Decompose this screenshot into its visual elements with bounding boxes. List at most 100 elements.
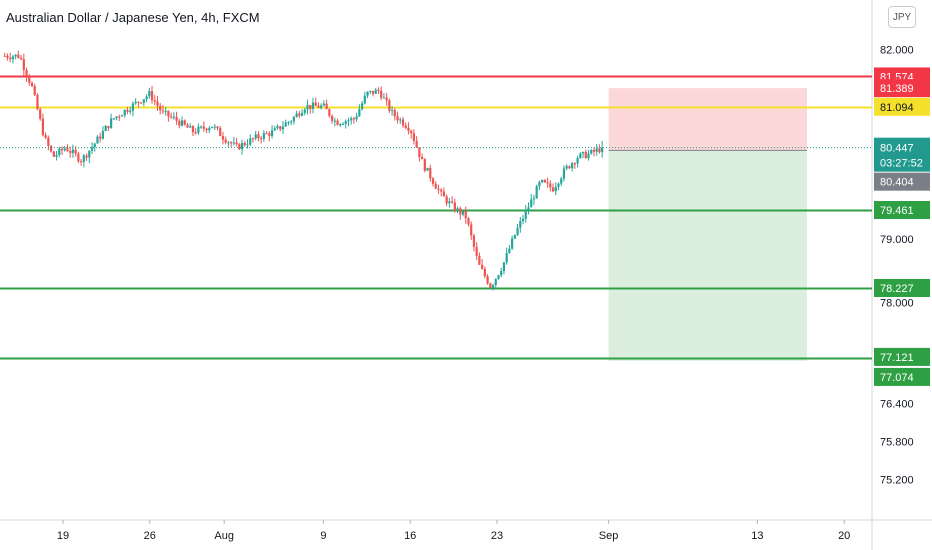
candle-body-201 bbox=[551, 187, 555, 192]
candle-body-142 bbox=[390, 110, 394, 112]
candle-body-7 bbox=[22, 59, 25, 70]
candle-body-40 bbox=[112, 118, 115, 120]
candle-body-12 bbox=[36, 94, 39, 110]
price-label-target-bg bbox=[874, 367, 930, 386]
candle-body-167 bbox=[459, 208, 462, 215]
candle-body-203 bbox=[557, 183, 560, 187]
candle-body-111 bbox=[306, 105, 309, 110]
y-tick-label-3: 76.400 bbox=[880, 398, 914, 410]
candle-body-99 bbox=[273, 128, 276, 131]
candle-body-194 bbox=[532, 198, 536, 200]
candle-body-188 bbox=[516, 227, 519, 235]
candle-body-115 bbox=[317, 105, 320, 108]
candle-body-34 bbox=[96, 136, 99, 144]
candle-body-175 bbox=[481, 264, 484, 269]
candle-body-60 bbox=[167, 110, 170, 117]
candle-body-10 bbox=[30, 82, 34, 87]
candle-body-184 bbox=[505, 252, 508, 263]
candle-body-24 bbox=[69, 151, 72, 153]
candle-body-147 bbox=[404, 125, 407, 128]
candle-body-210 bbox=[576, 158, 579, 164]
candle-body-144 bbox=[396, 116, 399, 121]
candle-body-205 bbox=[562, 168, 566, 179]
candle-body-129 bbox=[355, 116, 358, 120]
candle-body-197 bbox=[541, 179, 544, 183]
y-tick-label-4: 75.800 bbox=[880, 436, 914, 448]
candle-body-198 bbox=[543, 179, 546, 183]
candle-body-128 bbox=[352, 118, 356, 120]
candle-body-51 bbox=[142, 99, 145, 103]
candle-body-181 bbox=[497, 275, 500, 279]
candle-body-208 bbox=[571, 163, 574, 169]
candle-body-137 bbox=[377, 89, 380, 91]
candle-body-145 bbox=[399, 119, 402, 121]
candle-body-133 bbox=[366, 91, 369, 96]
candle-body-110 bbox=[303, 109, 306, 113]
candle-body-191 bbox=[524, 210, 527, 219]
candle-body-189 bbox=[519, 221, 522, 228]
candle-body-93 bbox=[257, 134, 260, 139]
candle-body-23 bbox=[66, 148, 69, 152]
candle-body-117 bbox=[322, 103, 325, 106]
candle-body-172 bbox=[472, 235, 476, 247]
candle-body-170 bbox=[467, 218, 470, 225]
candle-body-156 bbox=[429, 167, 432, 179]
candle-body-177 bbox=[486, 276, 489, 284]
candle-body-127 bbox=[350, 118, 353, 121]
currency-button[interactable]: JPY bbox=[888, 6, 916, 28]
candle-body-105 bbox=[290, 121, 293, 123]
x-tick-label-1: 26 bbox=[144, 530, 156, 542]
candle-body-5 bbox=[17, 54, 20, 58]
candle-body-91 bbox=[251, 138, 255, 140]
candle-body-140 bbox=[385, 97, 388, 101]
candle-body-95 bbox=[262, 133, 265, 139]
candle-body-134 bbox=[369, 90, 372, 92]
candle-body-119 bbox=[328, 109, 331, 116]
candle-body-162 bbox=[445, 196, 448, 204]
candle-body-46 bbox=[129, 110, 132, 112]
candle-body-37 bbox=[104, 125, 107, 131]
chart-title: Australian Dollar / Japanese Yen, 4h, FX… bbox=[6, 10, 260, 25]
candle-body-81 bbox=[224, 139, 227, 143]
candle-body-85 bbox=[235, 142, 238, 145]
x-tick-label-6: Sep bbox=[599, 530, 619, 542]
candle-body-209 bbox=[573, 163, 576, 165]
candle-body-77 bbox=[213, 126, 216, 128]
candle-body-218 bbox=[598, 148, 601, 153]
candle-body-3 bbox=[11, 56, 15, 60]
candle-body-38 bbox=[107, 125, 110, 128]
candle-body-124 bbox=[341, 123, 345, 125]
candle-body-76 bbox=[210, 126, 214, 129]
price-label-78227-bg bbox=[874, 279, 930, 297]
candle-body-75 bbox=[208, 128, 211, 131]
candle-body-215 bbox=[590, 150, 593, 154]
candle-body-18 bbox=[52, 151, 55, 157]
candle-body-157 bbox=[431, 178, 435, 184]
price-label-77121: 77.121 bbox=[880, 352, 914, 364]
current-price-label: 80.447 bbox=[880, 143, 914, 155]
price-label-79461-bg bbox=[874, 201, 930, 219]
candle-body-180 bbox=[494, 278, 497, 286]
candle-body-66 bbox=[183, 120, 186, 125]
candle-body-74 bbox=[205, 128, 208, 131]
price-label-stop-bg bbox=[874, 79, 930, 98]
candle-body-92 bbox=[254, 134, 257, 139]
candle-body-195 bbox=[535, 186, 538, 199]
candle-body-47 bbox=[131, 103, 135, 111]
candle-body-190 bbox=[521, 218, 525, 222]
candle-body-79 bbox=[219, 128, 222, 137]
candle-body-35 bbox=[99, 136, 102, 139]
candle-body-116 bbox=[320, 105, 323, 108]
candle-body-90 bbox=[249, 138, 252, 145]
candle-body-8 bbox=[25, 69, 28, 77]
candle-body-84 bbox=[232, 142, 235, 144]
candle-body-160 bbox=[440, 189, 443, 192]
x-tick-label-0: 19 bbox=[57, 530, 69, 542]
x-tick-label-7: 13 bbox=[751, 530, 763, 542]
candle-body-28 bbox=[80, 161, 83, 163]
candle-body-113 bbox=[311, 102, 315, 109]
candle-body-65 bbox=[180, 120, 184, 126]
candle-body-97 bbox=[268, 133, 271, 136]
